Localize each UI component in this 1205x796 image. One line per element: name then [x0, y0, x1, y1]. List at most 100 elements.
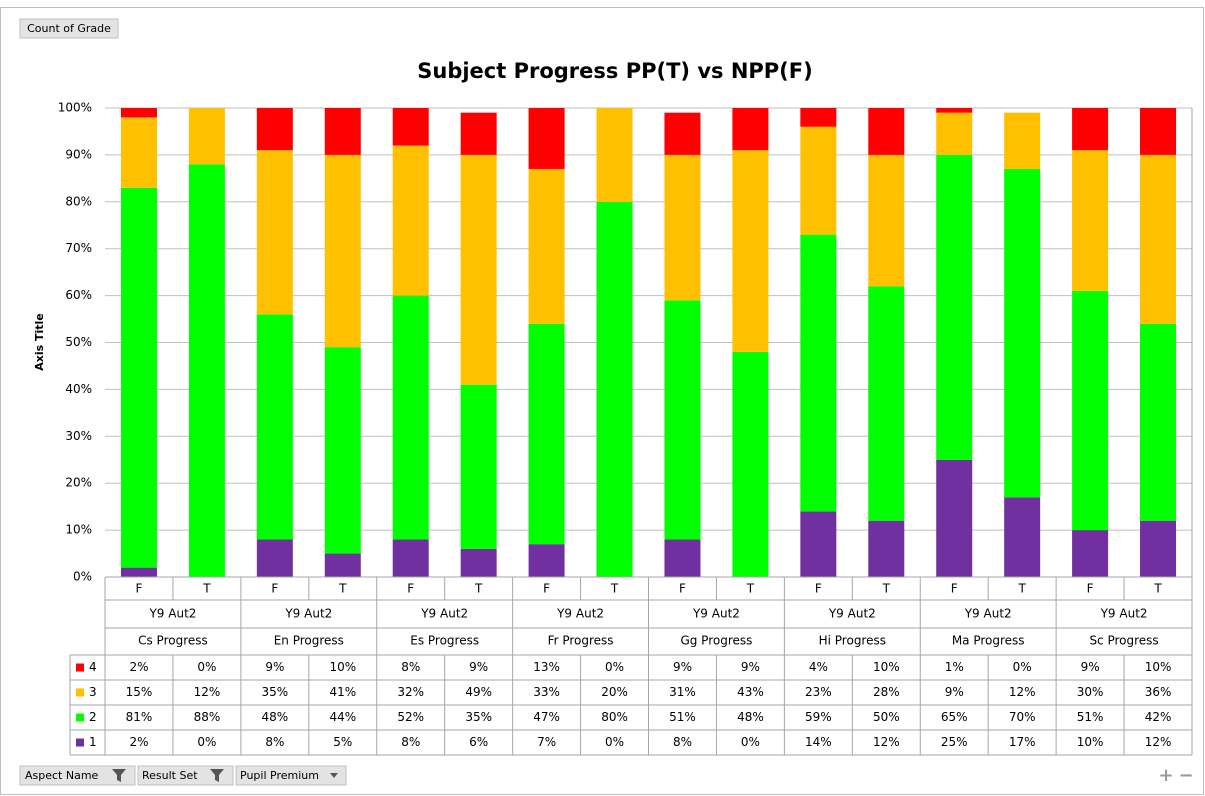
bar-segment	[732, 108, 769, 151]
bar-segment	[460, 112, 497, 155]
table-cell: 43%	[737, 685, 764, 699]
table-cell: 9%	[1081, 660, 1100, 674]
bar-segment	[936, 459, 973, 577]
table-cell: 9%	[741, 660, 760, 674]
group-label: Y9 Aut2	[1100, 607, 1148, 621]
bar-segment	[324, 553, 361, 577]
bar-segment	[460, 548, 497, 577]
table-cell: 8%	[673, 735, 692, 749]
chart-frame	[0, 7, 1204, 795]
table-cell: 48%	[262, 710, 289, 724]
table-cell: 12%	[873, 735, 900, 749]
filter-button[interactable]	[235, 765, 347, 786]
table-cell: 0%	[605, 660, 624, 674]
bar-segment	[256, 108, 293, 151]
table-cell: 51%	[669, 710, 696, 724]
table-cell: 52%	[397, 710, 424, 724]
bar-segment	[936, 108, 973, 113]
bar-segment	[800, 108, 837, 127]
bar-segment	[936, 112, 973, 155]
y-tick-label: 20%	[65, 476, 92, 490]
table-cell: 12%	[1009, 685, 1036, 699]
table-cell: 0%	[197, 660, 216, 674]
bar-segment	[528, 108, 565, 169]
x-tick-label: F	[951, 582, 958, 596]
table-cell: 65%	[941, 710, 968, 724]
legend-label: 1	[89, 735, 97, 749]
chart-title: Subject Progress PP(T) vs NPP(F)	[417, 59, 812, 83]
legend-swatch	[76, 663, 84, 672]
table-cell: 12%	[194, 685, 221, 699]
table-cell: 35%	[262, 685, 289, 699]
field-button-label[interactable]: Count of Grade	[27, 22, 111, 35]
filter-icon	[210, 769, 224, 782]
bar-segment	[1004, 168, 1041, 498]
legend-swatch	[76, 688, 84, 697]
y-tick-label: 100%	[58, 101, 92, 115]
field-button[interactable]	[19, 18, 119, 39]
bar-segment	[1140, 323, 1177, 521]
bar-segment	[120, 108, 157, 118]
table-cell: 10%	[329, 660, 356, 674]
table-cell: 33%	[533, 685, 560, 699]
bar-segment	[800, 511, 837, 577]
bar-segment	[868, 520, 905, 577]
x-tick-label: F	[543, 582, 550, 596]
filter-icon	[112, 769, 126, 782]
table-cell: 2%	[129, 660, 148, 674]
table-cell: 31%	[669, 685, 696, 699]
table-cell: 42%	[1145, 710, 1172, 724]
filter-label[interactable]: Result Set	[142, 769, 198, 782]
legend-swatch	[76, 713, 84, 722]
bar-segment	[868, 154, 905, 287]
zoom-out[interactable]: −	[1178, 765, 1193, 786]
table-cell: 44%	[329, 710, 356, 724]
filter-label[interactable]: Aspect Name	[25, 769, 99, 782]
bar-segment	[324, 154, 361, 348]
bar-segment	[1072, 290, 1109, 531]
table-cell: 2%	[129, 735, 148, 749]
x-tick-label: T	[474, 582, 483, 596]
y-tick-label: 40%	[65, 382, 92, 396]
table-cell: 35%	[465, 710, 492, 724]
bar-segment	[1140, 520, 1177, 577]
bar-segment	[528, 168, 565, 324]
table-cell: 0%	[741, 735, 760, 749]
bar-segment	[664, 300, 701, 540]
filter-button[interactable]	[137, 765, 234, 786]
subject-label: Ma Progress	[952, 634, 1025, 648]
x-tick-label: F	[407, 582, 414, 596]
y-tick-label: 70%	[65, 241, 92, 255]
table-cell: 1%	[945, 660, 964, 674]
filter-button[interactable]	[19, 765, 136, 786]
bar-segment	[1072, 530, 1109, 577]
bar-segment	[1004, 497, 1041, 577]
zoom-in[interactable]: +	[1158, 765, 1173, 786]
table-cell: 70%	[1009, 710, 1036, 724]
x-tick-label: T	[202, 582, 211, 596]
dropdown-icon	[330, 773, 338, 778]
bar-segment	[460, 154, 497, 385]
bar-segment	[460, 384, 497, 549]
table-cell: 8%	[265, 735, 284, 749]
bar-segment	[664, 112, 701, 155]
x-tick-label: F	[815, 582, 822, 596]
table-cell: 25%	[941, 735, 968, 749]
bar-segment	[1072, 150, 1109, 291]
table-cell: 0%	[605, 735, 624, 749]
table-cell: 8%	[401, 660, 420, 674]
table-cell: 10%	[873, 660, 900, 674]
filter-label[interactable]: Pupil Premium	[240, 769, 319, 782]
table-cell: 7%	[537, 735, 556, 749]
bar-segment	[596, 108, 633, 202]
table-cell: 9%	[945, 685, 964, 699]
x-tick-label: T	[1017, 582, 1026, 596]
table-cell: 41%	[329, 685, 356, 699]
y-tick-label: 80%	[65, 194, 92, 208]
table-cell: 12%	[1145, 735, 1172, 749]
bar-segment	[256, 150, 293, 315]
table-cell: 47%	[533, 710, 560, 724]
bar-segment	[936, 154, 973, 460]
table-cell: 10%	[1145, 660, 1172, 674]
